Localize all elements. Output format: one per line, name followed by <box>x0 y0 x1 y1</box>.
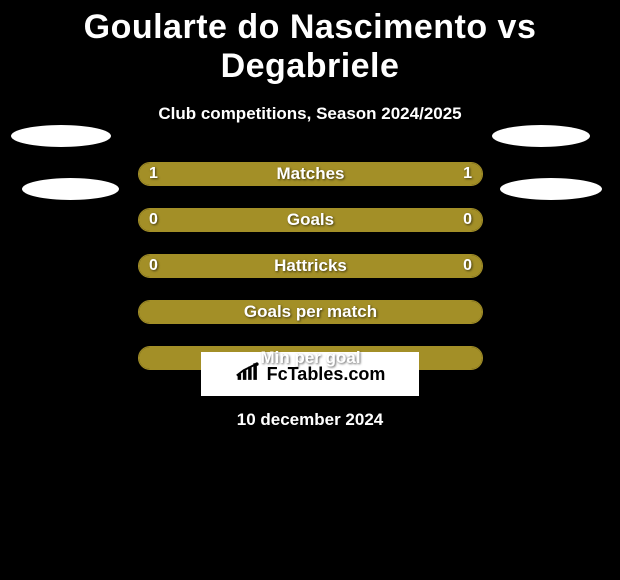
stat-bar: Goals 0 0 <box>138 208 483 232</box>
stat-label: Goals <box>287 210 334 230</box>
stat-value-left: 1 <box>149 165 158 183</box>
stat-label: Goals per match <box>244 302 377 322</box>
stat-bar: Goals per match <box>138 300 483 324</box>
stat-value-left: 0 <box>149 257 158 275</box>
decorative-ellipse <box>492 125 590 147</box>
chart-icon <box>235 361 263 388</box>
stat-value-right: 0 <box>463 211 472 229</box>
stat-label: Matches <box>276 164 344 184</box>
date-label: 10 december 2024 <box>237 410 384 430</box>
subtitle: Club competitions, Season 2024/2025 <box>0 104 620 124</box>
comparison-infographic: Goularte do Nascimento vs Degabriele Clu… <box>0 0 620 580</box>
stat-label: Hattricks <box>274 256 347 276</box>
stat-value-left: 0 <box>149 211 158 229</box>
stat-bar: Hattricks 0 0 <box>138 254 483 278</box>
stat-label: Min per goal <box>260 348 360 368</box>
stat-row: Goals per match <box>0 300 620 326</box>
decorative-ellipse <box>500 178 602 200</box>
stat-value-right: 1 <box>463 165 472 183</box>
stat-row: Goals 0 0 <box>0 208 620 234</box>
decorative-ellipse <box>22 178 119 200</box>
stat-bar: Matches 1 1 <box>138 162 483 186</box>
stat-row: Hattricks 0 0 <box>0 254 620 280</box>
decorative-ellipse <box>11 125 111 147</box>
stat-bar: Min per goal <box>138 346 483 370</box>
page-title: Goularte do Nascimento vs Degabriele <box>0 0 620 86</box>
stat-value-right: 0 <box>463 257 472 275</box>
